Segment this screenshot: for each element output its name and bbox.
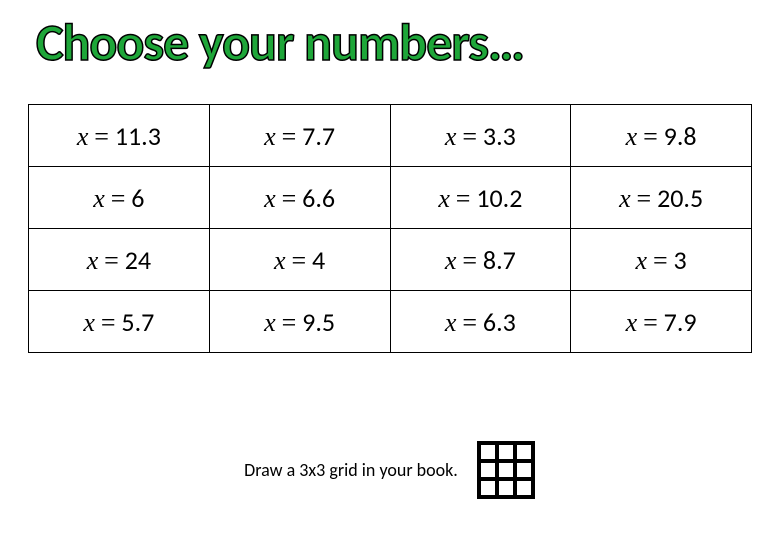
cell-value: 3.3 xyxy=(483,120,516,152)
table-row: x = 24 x = 4 x = 8.7 x = 3 xyxy=(29,229,752,291)
page: Choose your numbers… x = 11.3 x = 7.7 x … xyxy=(0,0,780,540)
table-cell: x = 5.7 xyxy=(29,291,210,353)
cell-value: 5.7 xyxy=(121,306,154,338)
table-cell: x = 6.3 xyxy=(390,291,571,353)
values-grid: x = 11.3 x = 7.7 x = 3.3 x = 9.8 x = 6 x… xyxy=(28,104,752,353)
table-row: x = 11.3 x = 7.7 x = 3.3 x = 9.8 xyxy=(29,105,752,167)
cell-value: 9.5 xyxy=(302,306,335,338)
cell-value: 20.5 xyxy=(657,182,703,214)
table-row: x = 5.7 x = 9.5 x = 6.3 x = 7.9 xyxy=(29,291,752,353)
table-cell: x = 7.9 xyxy=(571,291,752,353)
cell-value: 10.2 xyxy=(476,182,522,214)
cell-value: 11.3 xyxy=(115,120,161,152)
cell-value: 3 xyxy=(674,244,687,276)
table-cell: x = 9.5 xyxy=(209,291,390,353)
table-cell: x = 3.3 xyxy=(390,105,571,167)
table-cell: x = 7.7 xyxy=(209,105,390,167)
cell-value: 4 xyxy=(312,244,325,276)
table-cell: x = 6 xyxy=(29,167,210,229)
cell-value: 7.7 xyxy=(302,120,335,152)
table-cell: x = 20.5 xyxy=(571,167,752,229)
cell-value: 9.8 xyxy=(664,120,697,152)
footer: Draw a 3x3 grid in your book. xyxy=(0,440,780,500)
grid-icon xyxy=(476,440,536,500)
table-cell: x = 6.6 xyxy=(209,167,390,229)
table-cell: x = 4 xyxy=(209,229,390,291)
table-cell: x = 8.7 xyxy=(390,229,571,291)
table-cell: x = 3 xyxy=(571,229,752,291)
cell-value: 24 xyxy=(125,244,151,276)
cell-value: 8.7 xyxy=(483,244,516,276)
footer-row: Draw a 3x3 grid in your book. xyxy=(244,440,536,500)
table-cell: x = 24 xyxy=(29,229,210,291)
cell-value: 7.9 xyxy=(664,306,697,338)
cell-value: 6.3 xyxy=(483,306,516,338)
table-cell: x = 11.3 xyxy=(29,105,210,167)
footer-text: Draw a 3x3 grid in your book. xyxy=(244,459,458,481)
cell-value: 6 xyxy=(131,182,144,214)
table-cell: x = 9.8 xyxy=(571,105,752,167)
cell-value: 6.6 xyxy=(302,182,335,214)
page-title: Choose your numbers… xyxy=(0,0,780,74)
values-table: x = 11.3 x = 7.7 x = 3.3 x = 9.8 x = 6 x… xyxy=(28,104,752,353)
table-row: x = 6 x = 6.6 x = 10.2 x = 20.5 xyxy=(29,167,752,229)
table-cell: x = 10.2 xyxy=(390,167,571,229)
